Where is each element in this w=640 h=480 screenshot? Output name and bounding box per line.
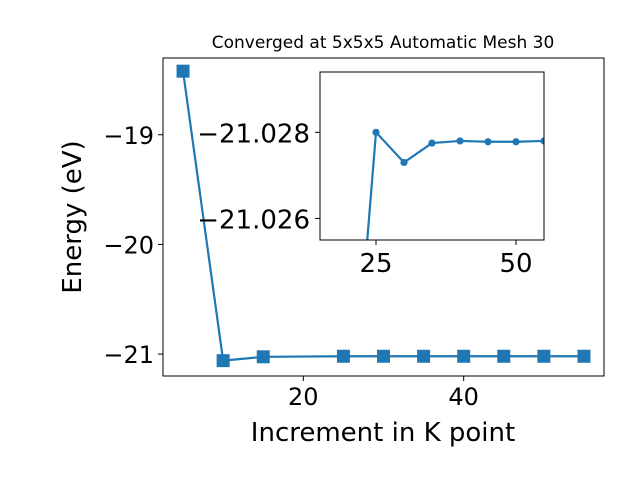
- inset-series-energy: [366, 128, 544, 240]
- main-data-point: [577, 349, 591, 363]
- main-data-point: [377, 349, 390, 363]
- inset-y-ticks: −21.028 −21.026: [197, 119, 320, 235]
- main-axes-frame: [162, 57, 605, 377]
- inset-data-point: [512, 138, 520, 146]
- main-data-point: [216, 354, 230, 368]
- inset-x-tick-label: 25: [359, 249, 392, 279]
- y-axis-label: Energy (eV): [58, 140, 88, 293]
- inset-x-ticks: 25 50: [359, 240, 533, 279]
- x-axis-label: Increment in K point: [251, 418, 515, 448]
- main-data-point: [457, 349, 471, 363]
- main-data-point: [256, 350, 270, 364]
- main-series-energy: [176, 64, 591, 368]
- main-data-point: [537, 349, 551, 363]
- inset-data-point: [456, 137, 464, 145]
- inset-data-point: [372, 128, 380, 136]
- main-data-point: [497, 349, 511, 363]
- inset-x-tick-label: 50: [499, 249, 532, 279]
- main-y-tick-label: −21: [103, 341, 154, 369]
- main-data-point: [176, 64, 190, 78]
- inset-y-tick-label: −21.028: [197, 119, 310, 149]
- inset-axes-background: [320, 72, 544, 240]
- main-y-ticks: −19 −20 −21: [103, 122, 163, 369]
- inset-data-point: [428, 139, 436, 147]
- main-x-tick-label: 20: [288, 383, 319, 411]
- inset-data-point: [540, 137, 544, 145]
- main-series-line: [181, 71, 584, 362]
- main-data-point: [417, 349, 431, 363]
- inset-axes-frame: [319, 71, 545, 241]
- main-x-ticks: 20 40: [288, 376, 479, 411]
- main-y-tick-label: −19: [103, 122, 154, 150]
- inset-series-line: [366, 129, 544, 240]
- inset-y-tick-label: −21.026: [197, 205, 310, 235]
- chart-title: Converged at 5x5x5 Automatic Mesh 30: [212, 33, 555, 53]
- main-x-tick-label: 40: [448, 383, 479, 411]
- inset-data-point: [400, 158, 408, 167]
- main-y-tick-label: −20: [103, 231, 154, 259]
- main-data-point: [336, 349, 350, 363]
- inset-data-point: [484, 138, 492, 146]
